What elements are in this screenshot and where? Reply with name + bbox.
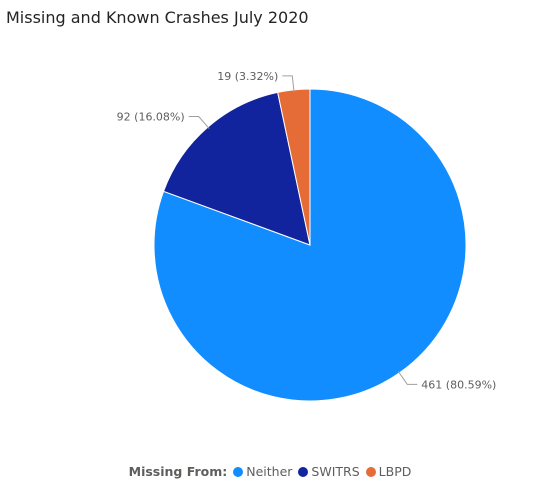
- data-label-lbpd: 19 (3.32%): [217, 70, 278, 83]
- legend: Missing From: Neither SWITRS LBPD: [0, 464, 546, 479]
- legend-item-neither[interactable]: Neither: [233, 464, 292, 479]
- legend-item-lbpd[interactable]: LBPD: [365, 464, 412, 479]
- legend-label-neither: Neither: [246, 464, 293, 479]
- legend-label-lbpd: LBPD: [378, 464, 412, 479]
- leader-line-switrs: [188, 116, 210, 129]
- leader-line-neither: [397, 371, 418, 385]
- data-label-neither: 461 (80.59%): [421, 378, 496, 391]
- leader-line-lbpd: [282, 75, 295, 92]
- legend-title: Missing From:: [128, 464, 228, 479]
- legend-item-switrs[interactable]: SWITRS: [298, 464, 360, 479]
- data-label-switrs: 92 (16.08%): [117, 111, 185, 124]
- chart-title: Missing and Known Crashes July 2020: [6, 8, 309, 27]
- legend-label-switrs: SWITRS: [311, 464, 360, 479]
- legend-swatch-switrs: [298, 466, 309, 477]
- pie-chart: 461 (80.59%) 92 (16.08%) 19 (3.32%): [117, 70, 496, 402]
- legend-swatch-neither: [233, 466, 244, 477]
- legend-swatch-lbpd: [365, 466, 376, 477]
